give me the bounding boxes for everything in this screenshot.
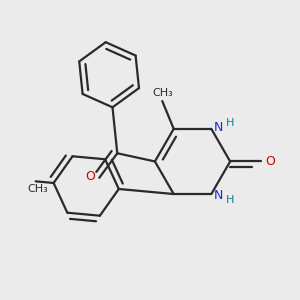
Text: CH₃: CH₃ — [152, 88, 172, 98]
Text: O: O — [266, 155, 275, 168]
Text: N: N — [214, 189, 223, 202]
Text: N: N — [214, 121, 223, 134]
Text: CH₃: CH₃ — [27, 184, 48, 194]
Text: H: H — [226, 195, 235, 205]
Text: O: O — [85, 170, 95, 183]
Text: H: H — [226, 118, 235, 128]
